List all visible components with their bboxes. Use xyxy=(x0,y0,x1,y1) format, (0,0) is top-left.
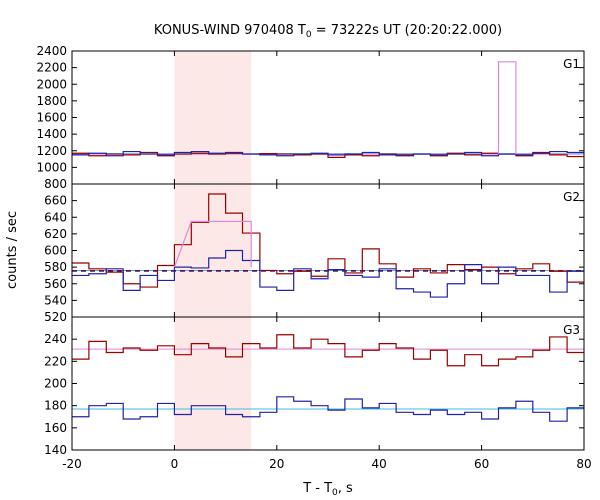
series-red xyxy=(72,334,584,367)
y-tick-label: 520 xyxy=(44,310,67,324)
panel-label: G1 xyxy=(563,57,580,71)
y-tick-label: 580 xyxy=(44,260,67,274)
y-tick-label: 660 xyxy=(44,194,67,208)
y-tick-label: 220 xyxy=(44,354,67,368)
x-tick-label: 40 xyxy=(372,457,387,471)
panel-g1: 800 1000 1200 1400 1600 1800 2000 2200 2400 G1 xyxy=(36,44,585,191)
panel-label: G3 xyxy=(563,323,580,337)
panel-plot-area xyxy=(72,61,584,158)
x-axis-label: T - T0, s xyxy=(302,481,353,498)
series-blue xyxy=(72,249,584,298)
series-pink xyxy=(173,220,252,268)
x-tick-label: 20 xyxy=(269,457,284,471)
panel-frame xyxy=(71,183,585,318)
y-tick-label: 620 xyxy=(44,227,67,241)
y-tick-label: 1600 xyxy=(36,111,67,125)
y-tick-label: 1200 xyxy=(36,144,67,158)
y-tick-label: 2000 xyxy=(36,77,67,91)
x-tick-label: -20 xyxy=(62,457,82,471)
chart-frames xyxy=(71,50,585,451)
y-tick-label: 1000 xyxy=(36,160,67,174)
y-tick-label: 160 xyxy=(44,421,67,435)
chart-title: KONUS-WIND 970408 T0 = 73222s UT (20:20:… xyxy=(154,23,502,40)
series-blue xyxy=(72,150,584,157)
chart-panels: 800 1000 1200 1400 1600 1800 2000 2200 2400 G1 520… xyxy=(36,44,585,457)
y-tick-label: 600 xyxy=(44,244,67,258)
x-tick-label: 80 xyxy=(576,457,591,471)
y-tick-label: 540 xyxy=(44,293,67,307)
y-tick-label: 2200 xyxy=(36,61,67,75)
panel-plot-area xyxy=(72,334,584,422)
y-tick-label: 2400 xyxy=(36,44,67,58)
x-tick-label: 60 xyxy=(474,457,489,471)
y-axis-label: counts / sec xyxy=(5,211,20,289)
y-tick-label: 240 xyxy=(44,332,67,346)
y-tick-label: 560 xyxy=(44,277,67,291)
panel-g2: 520 540 560 580 600 620 640 660 G2 xyxy=(44,184,585,324)
panel-frame xyxy=(71,316,585,451)
y-tick-label: 1400 xyxy=(36,127,67,141)
series-pink xyxy=(497,61,517,155)
panel-frame xyxy=(71,50,585,185)
panel-plot-area xyxy=(72,193,584,298)
y-tick-label: 1800 xyxy=(36,94,67,108)
series-blue xyxy=(72,396,584,422)
panel-label: G2 xyxy=(563,190,580,204)
x-tick-label: 0 xyxy=(171,457,179,471)
y-tick-label: 800 xyxy=(44,177,67,191)
y-tick-label: 640 xyxy=(44,210,67,224)
y-tick-label: 180 xyxy=(44,399,67,413)
y-tick-label: 200 xyxy=(44,377,67,391)
x-axis-ticks: -20 0 20 40 60 80 xyxy=(62,457,591,471)
y-tick-label: 140 xyxy=(44,443,67,457)
panel-g3: 140 160 180 200 220 240 G3 xyxy=(44,317,585,457)
